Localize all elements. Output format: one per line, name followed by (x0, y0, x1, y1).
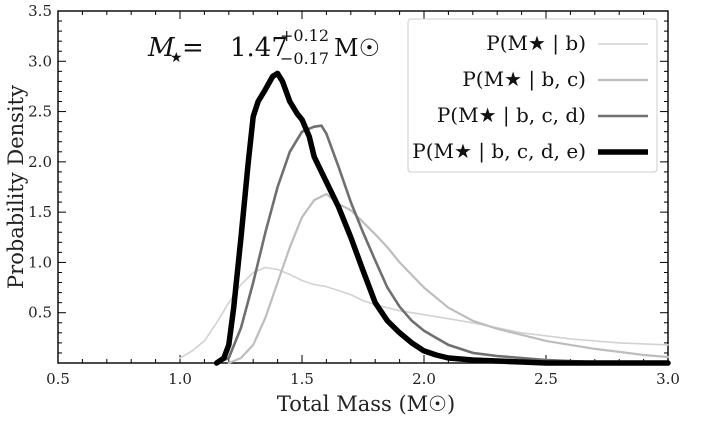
x-tick-label: 2.0 (412, 370, 436, 388)
series-group (179, 70, 671, 366)
legend: P(M★ | b) P(M★ | b, c) P(M★ | b, c, d) P(M★… (407, 18, 658, 173)
annotation-lhs: M (147, 33, 176, 63)
mass-annotation: M ★ = 1.47 +0.12 −0.17 M☉ (147, 26, 380, 68)
annotation-unit: M☉ (334, 34, 380, 62)
series-line-b-c-d (215, 124, 670, 365)
legend-label-b: P(M★ | b) (486, 31, 586, 56)
legend-box (407, 18, 658, 173)
annotation-equals: = (182, 33, 204, 63)
axis-ticks (57, 10, 669, 364)
legend-label-b-c-d-e: P(M★ | b, c, d, e) (412, 139, 586, 164)
x-tick-label: 2.5 (534, 370, 558, 388)
legend-label-b-c-d: P(M★ | b, c, d) (437, 103, 586, 128)
series-line-b-c-d-e (213, 70, 671, 366)
y-axis-label: Probability Density (4, 85, 28, 289)
series-line-b-c (227, 192, 670, 365)
x-tick-labels: 0.5 1.0 1.5 2.0 2.5 3.0 (46, 370, 680, 388)
y-tick-label: 3.0 (28, 52, 52, 70)
y-tick-label: 0.5 (28, 304, 52, 322)
annotation-sup: +0.12 (280, 26, 329, 45)
x-tick-label: 1.5 (290, 370, 314, 388)
x-tick-label: 1.0 (168, 370, 192, 388)
legend-label-b-c: P(M★ | b, c) (462, 67, 586, 92)
plot-frame (57, 10, 669, 364)
y-tick-label: 3.5 (28, 2, 52, 20)
x-tick-label: 0.5 (46, 370, 70, 388)
y-tick-label: 1.0 (28, 253, 52, 271)
y-tick-labels: 0.5 1.0 1.5 2.0 2.5 3.0 3.5 (28, 2, 52, 322)
y-tick-label: 2.5 (28, 103, 52, 121)
x-axis-label: Total Mass (M☉) (277, 392, 455, 416)
y-tick-label: 2.0 (28, 153, 52, 171)
x-tick-label: 3.0 (656, 370, 680, 388)
annotation-lhs-sub: ★ (170, 50, 183, 66)
annotation-value: 1.47 (230, 33, 288, 63)
series-line-b (179, 266, 669, 359)
y-tick-label: 1.5 (28, 203, 52, 221)
annotation-sub: −0.17 (280, 49, 329, 68)
